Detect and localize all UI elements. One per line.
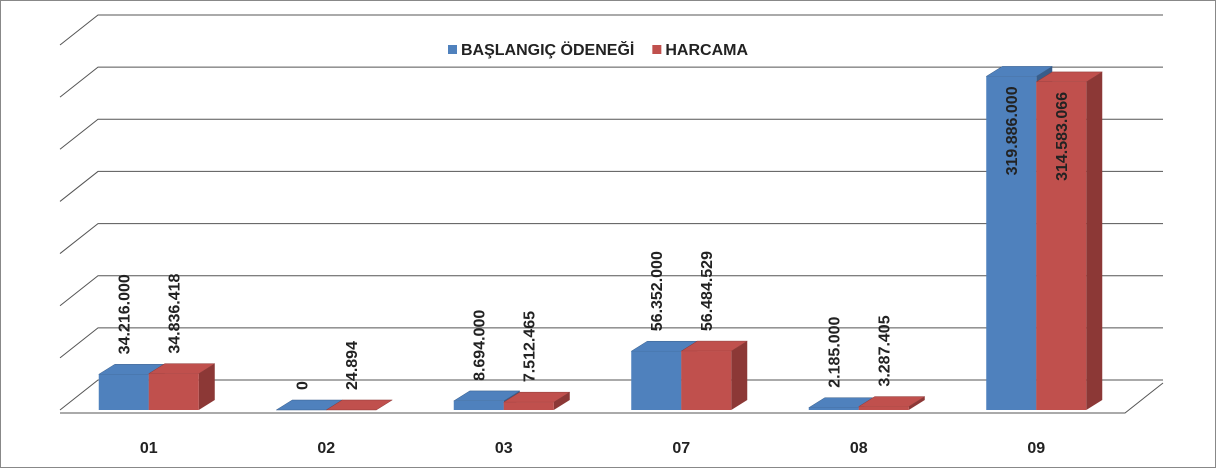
grid-line (59, 275, 1163, 307)
x-tick-label: 01 (140, 440, 158, 457)
bar (681, 351, 732, 410)
data-label: 0 (294, 381, 311, 390)
bar (148, 373, 199, 410)
bar-side (731, 341, 748, 410)
data-label: 7.512.465 (522, 311, 539, 382)
x-tick-label: 02 (317, 440, 335, 457)
floor (60, 382, 1164, 414)
legend-swatch (652, 45, 662, 54)
bar (986, 76, 1037, 410)
bar-side (376, 399, 393, 410)
x-tick-label: 08 (850, 440, 868, 457)
bar-side (1086, 71, 1103, 410)
data-label: 2.185.000 (827, 316, 844, 387)
bar (98, 374, 149, 410)
bar (808, 407, 859, 410)
bar-side (553, 392, 570, 410)
grid-line (59, 170, 1163, 202)
bar (858, 406, 909, 410)
bar-side (198, 363, 215, 410)
legend-label: BAŞLANGIÇ ÖDENEĞİ (461, 40, 634, 59)
legend-label: HARCAMA (665, 42, 748, 59)
data-label: 319.886.000 (1004, 86, 1021, 175)
data-label: 56.352.000 (649, 251, 666, 331)
data-label: 24.894 (344, 341, 361, 390)
grid-line (59, 14, 1163, 46)
x-tick-label: 09 (1027, 440, 1045, 457)
legend-swatch (448, 45, 457, 54)
data-label: 56.484.529 (699, 251, 716, 331)
data-label: 34.216.000 (117, 274, 134, 354)
data-label: 34.836.418 (167, 273, 184, 353)
bar-side (908, 396, 925, 410)
grid-line (59, 327, 1163, 359)
grid-line (59, 379, 1163, 411)
x-tick-label: 03 (495, 440, 513, 457)
bar (631, 351, 682, 410)
data-label: 8.694.000 (472, 310, 489, 381)
bar (503, 402, 554, 410)
grid-line (59, 66, 1163, 98)
bar (453, 400, 504, 410)
grid-line (59, 223, 1163, 254)
x-tick-label: 07 (672, 440, 690, 457)
grid-line (59, 118, 1163, 150)
data-label: 314.583.066 (1054, 92, 1071, 181)
bar (1036, 81, 1087, 410)
data-label: 3.287.405 (877, 315, 894, 386)
